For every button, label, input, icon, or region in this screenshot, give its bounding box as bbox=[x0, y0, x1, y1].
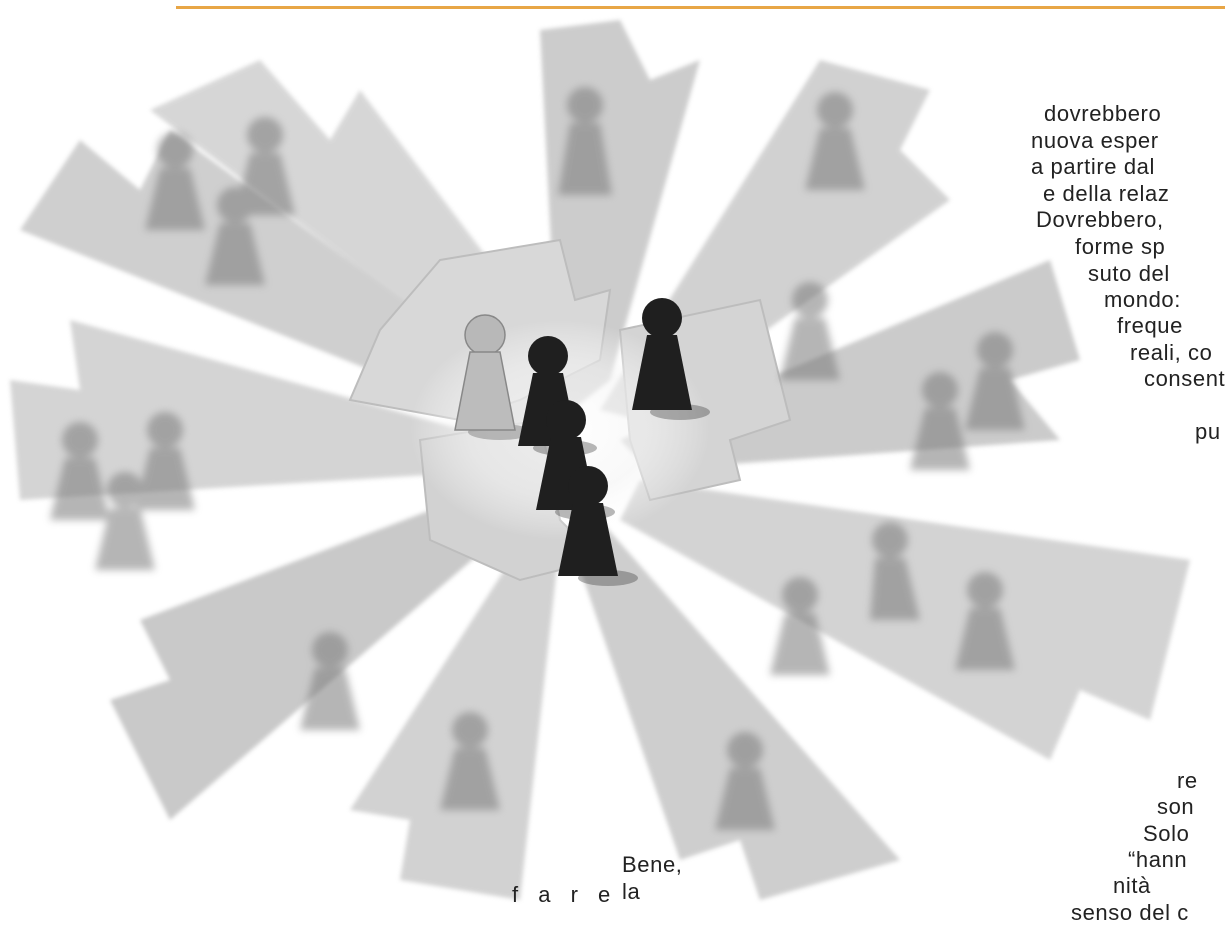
body-text-line: re bbox=[1177, 768, 1198, 793]
pawn-dark-icon bbox=[558, 466, 638, 586]
body-text-line: senso del c bbox=[1071, 900, 1189, 925]
body-text-line: “hann bbox=[1128, 847, 1188, 872]
body-text-line: consent bbox=[1144, 366, 1225, 391]
body-text-line: la bbox=[622, 879, 641, 904]
ghost-pawns-icon bbox=[50, 87, 1025, 830]
body-text-line: Solo bbox=[1143, 821, 1190, 846]
body-text-line: nuova esper bbox=[1031, 128, 1159, 153]
body-text-line: suto del bbox=[1088, 261, 1170, 286]
body-text-line: son bbox=[1157, 794, 1195, 819]
body-text-line: Bene, bbox=[622, 852, 683, 877]
pawn-light-icon bbox=[454, 314, 532, 440]
body-text-line: dovrebbero bbox=[1044, 101, 1162, 126]
body-text-line: reali, co bbox=[1130, 340, 1213, 365]
body-text-line: a partire dal bbox=[1031, 154, 1155, 179]
body-text-line: e della relaz bbox=[1043, 181, 1170, 206]
body-text-line: Dovrebbero, bbox=[1036, 207, 1164, 232]
body-text-line: f a r e bbox=[512, 882, 618, 907]
body-text-line: forme sp bbox=[1075, 234, 1166, 259]
header-rule bbox=[176, 6, 1225, 9]
body-text-line: freque bbox=[1117, 313, 1183, 338]
body-text-line: mondo: bbox=[1104, 287, 1181, 312]
pawn-dark-icon bbox=[632, 298, 710, 420]
body-text-line: pu bbox=[1195, 419, 1221, 444]
body-text-line: nità bbox=[1113, 873, 1151, 898]
